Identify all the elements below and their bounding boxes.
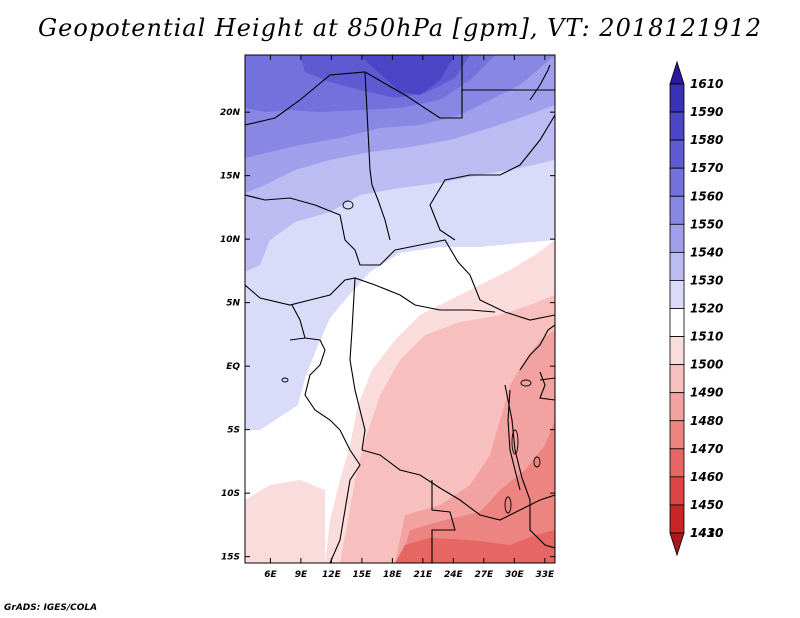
band-1500-sw bbox=[245, 480, 325, 563]
colorbar-swatch bbox=[669, 448, 685, 478]
lat-label: 15S bbox=[221, 553, 240, 563]
lon-label: 27E bbox=[475, 570, 495, 580]
colorbar-swatch bbox=[669, 195, 685, 225]
colorbar-swatch bbox=[669, 223, 685, 253]
colorbar-label: 1540 bbox=[690, 245, 723, 259]
colorbar-swatch bbox=[669, 251, 685, 281]
colorbar-label: 1450 bbox=[690, 498, 723, 512]
country-borders bbox=[245, 55, 555, 563]
colorbar-swatch bbox=[669, 139, 685, 169]
colorbar-label: 1610 bbox=[690, 77, 723, 91]
colorbar-swatch bbox=[669, 308, 685, 337]
colorbar-label: 1480 bbox=[690, 414, 723, 428]
lon-label: 12E bbox=[322, 570, 342, 580]
lon-label: 18E bbox=[383, 570, 403, 580]
colorbar-label: 1550 bbox=[690, 217, 723, 231]
colorbar-label: 1580 bbox=[690, 133, 723, 147]
lat-label: 5N bbox=[226, 299, 240, 309]
colorbar-swatch bbox=[669, 364, 685, 394]
colorbar-label: 1520 bbox=[690, 302, 723, 316]
colorbar-label: 1470 bbox=[690, 442, 723, 456]
colorbar-label: 1590 bbox=[690, 105, 723, 119]
colorbar-label: 1490 bbox=[690, 386, 723, 400]
lat-label: 10S bbox=[221, 489, 240, 499]
grads-credit: GrADS: IGES/COLA bbox=[4, 603, 98, 613]
colorbar-label: 1560 bbox=[690, 189, 723, 203]
lon-label: 15E bbox=[353, 570, 373, 580]
colorbar-swatch bbox=[669, 532, 685, 557]
colorbar-swatch bbox=[669, 60, 685, 85]
lat-label: EQ bbox=[226, 362, 240, 372]
colorbar-swatch bbox=[669, 504, 685, 534]
lon-label: 33E bbox=[535, 570, 555, 580]
colorbar-swatch bbox=[669, 392, 685, 422]
band-1460 bbox=[395, 530, 555, 563]
colorbar-swatch bbox=[669, 420, 685, 450]
map-title: Geopotential Height at 850hPa [gpm], VT:… bbox=[38, 14, 762, 42]
lon-label: 6E bbox=[264, 570, 277, 580]
latitude-axis: 20N 15N 10N 5N EQ 5S 10S 15S bbox=[220, 108, 555, 563]
colorbar-label: 1510 bbox=[690, 330, 723, 344]
lat-label: 10N bbox=[220, 235, 241, 245]
colorbar-label: 1570 bbox=[690, 161, 723, 175]
colorbar-label: 1530 bbox=[690, 273, 723, 287]
colorbar-swatch bbox=[669, 83, 685, 113]
colorbar-label: 1460 bbox=[690, 470, 723, 484]
colorbar-swatch bbox=[669, 336, 685, 366]
lat-label: 20N bbox=[220, 108, 241, 118]
band-1580 bbox=[360, 55, 455, 95]
lon-label: 24E bbox=[444, 570, 464, 580]
colorbar-label: 1410 bbox=[690, 526, 723, 540]
band-1470 bbox=[400, 420, 555, 563]
lat-label: 5S bbox=[227, 426, 240, 436]
colorbar-label: 1430 bbox=[690, 526, 723, 540]
contour-fill-layer bbox=[245, 55, 555, 563]
colorbar-swatch bbox=[669, 476, 685, 506]
colorbar-swatch bbox=[669, 111, 685, 141]
lon-label: 30E bbox=[505, 570, 525, 580]
colorbar-label: 1500 bbox=[690, 358, 723, 372]
longitude-axis: 6E 9E 12E 15E 18E 21E 24E 27E 30E 33E bbox=[264, 55, 555, 580]
lon-label: 9E bbox=[295, 570, 308, 580]
colorbar-swatch bbox=[669, 167, 685, 197]
colorbar-legend: 1610 1590 1580 1570 1560 1550 1540 1530 1520 1510… bbox=[669, 60, 723, 557]
lon-label: 21E bbox=[414, 570, 434, 580]
map-frame bbox=[244, 54, 556, 564]
lakes-and-islands bbox=[281, 200, 541, 514]
lat-label: 15N bbox=[220, 172, 241, 182]
colorbar-swatch bbox=[669, 280, 685, 309]
